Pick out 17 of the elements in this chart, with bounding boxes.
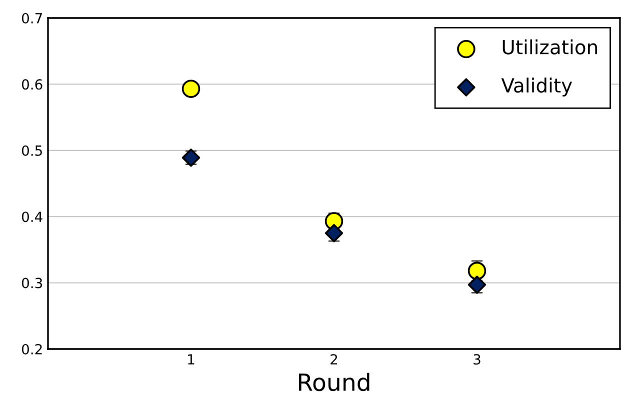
y-tick-label: 0.5 bbox=[22, 145, 42, 156]
y-tick-label: 0.6 bbox=[22, 79, 42, 90]
y-tick-label: 0.4 bbox=[22, 212, 42, 222]
x-axis-title: Round bbox=[298, 372, 370, 392]
y-tick-label: 0.3 bbox=[22, 278, 42, 288]
x-tick-label: 3 bbox=[474, 354, 480, 365]
point bbox=[468, 262, 486, 280]
x-tick-label: 1 bbox=[188, 354, 194, 364]
x-tick-label: 2 bbox=[330, 354, 338, 364]
y-tick-label: 0.7 bbox=[22, 12, 42, 24]
point bbox=[182, 148, 200, 167]
legend-label: Validity bbox=[501, 78, 572, 96]
legend-label: Utilization bbox=[502, 39, 597, 54]
y-tick-label: 0.2 bbox=[22, 344, 42, 354]
point bbox=[468, 276, 486, 294]
point bbox=[324, 224, 344, 242]
point bbox=[182, 80, 200, 98]
